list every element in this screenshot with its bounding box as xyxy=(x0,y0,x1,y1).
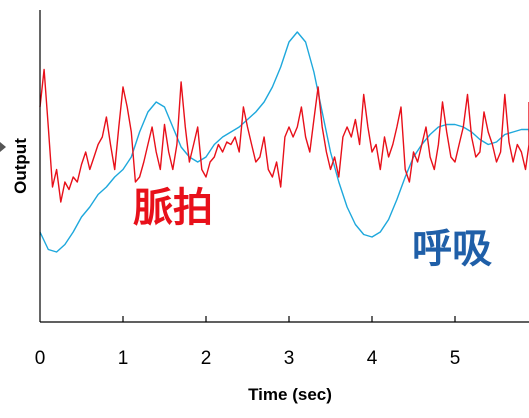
x-tick-label: 2 xyxy=(201,348,212,369)
respiration-series-line xyxy=(39,31,529,253)
pulse-series-line xyxy=(39,68,529,203)
x-tick-label: 3 xyxy=(284,348,295,369)
respiration-label: 呼吸 xyxy=(412,226,492,272)
pulse-label: 脈拍 xyxy=(133,185,213,231)
x-tick-label: 1 xyxy=(118,348,129,369)
y-axis-title: Output xyxy=(11,138,30,194)
x-axis-title: Time (sec) xyxy=(248,385,332,404)
x-ticks xyxy=(122,316,456,322)
x-tick-labels: 0 1 2 3 4 5 xyxy=(35,348,461,369)
plot-area xyxy=(39,31,529,253)
x-tick-label: 5 xyxy=(450,348,461,369)
x-tick-label: 0 xyxy=(35,348,46,369)
x-tick-label: 4 xyxy=(367,348,378,369)
y-axis-arrow-icon xyxy=(0,142,6,152)
